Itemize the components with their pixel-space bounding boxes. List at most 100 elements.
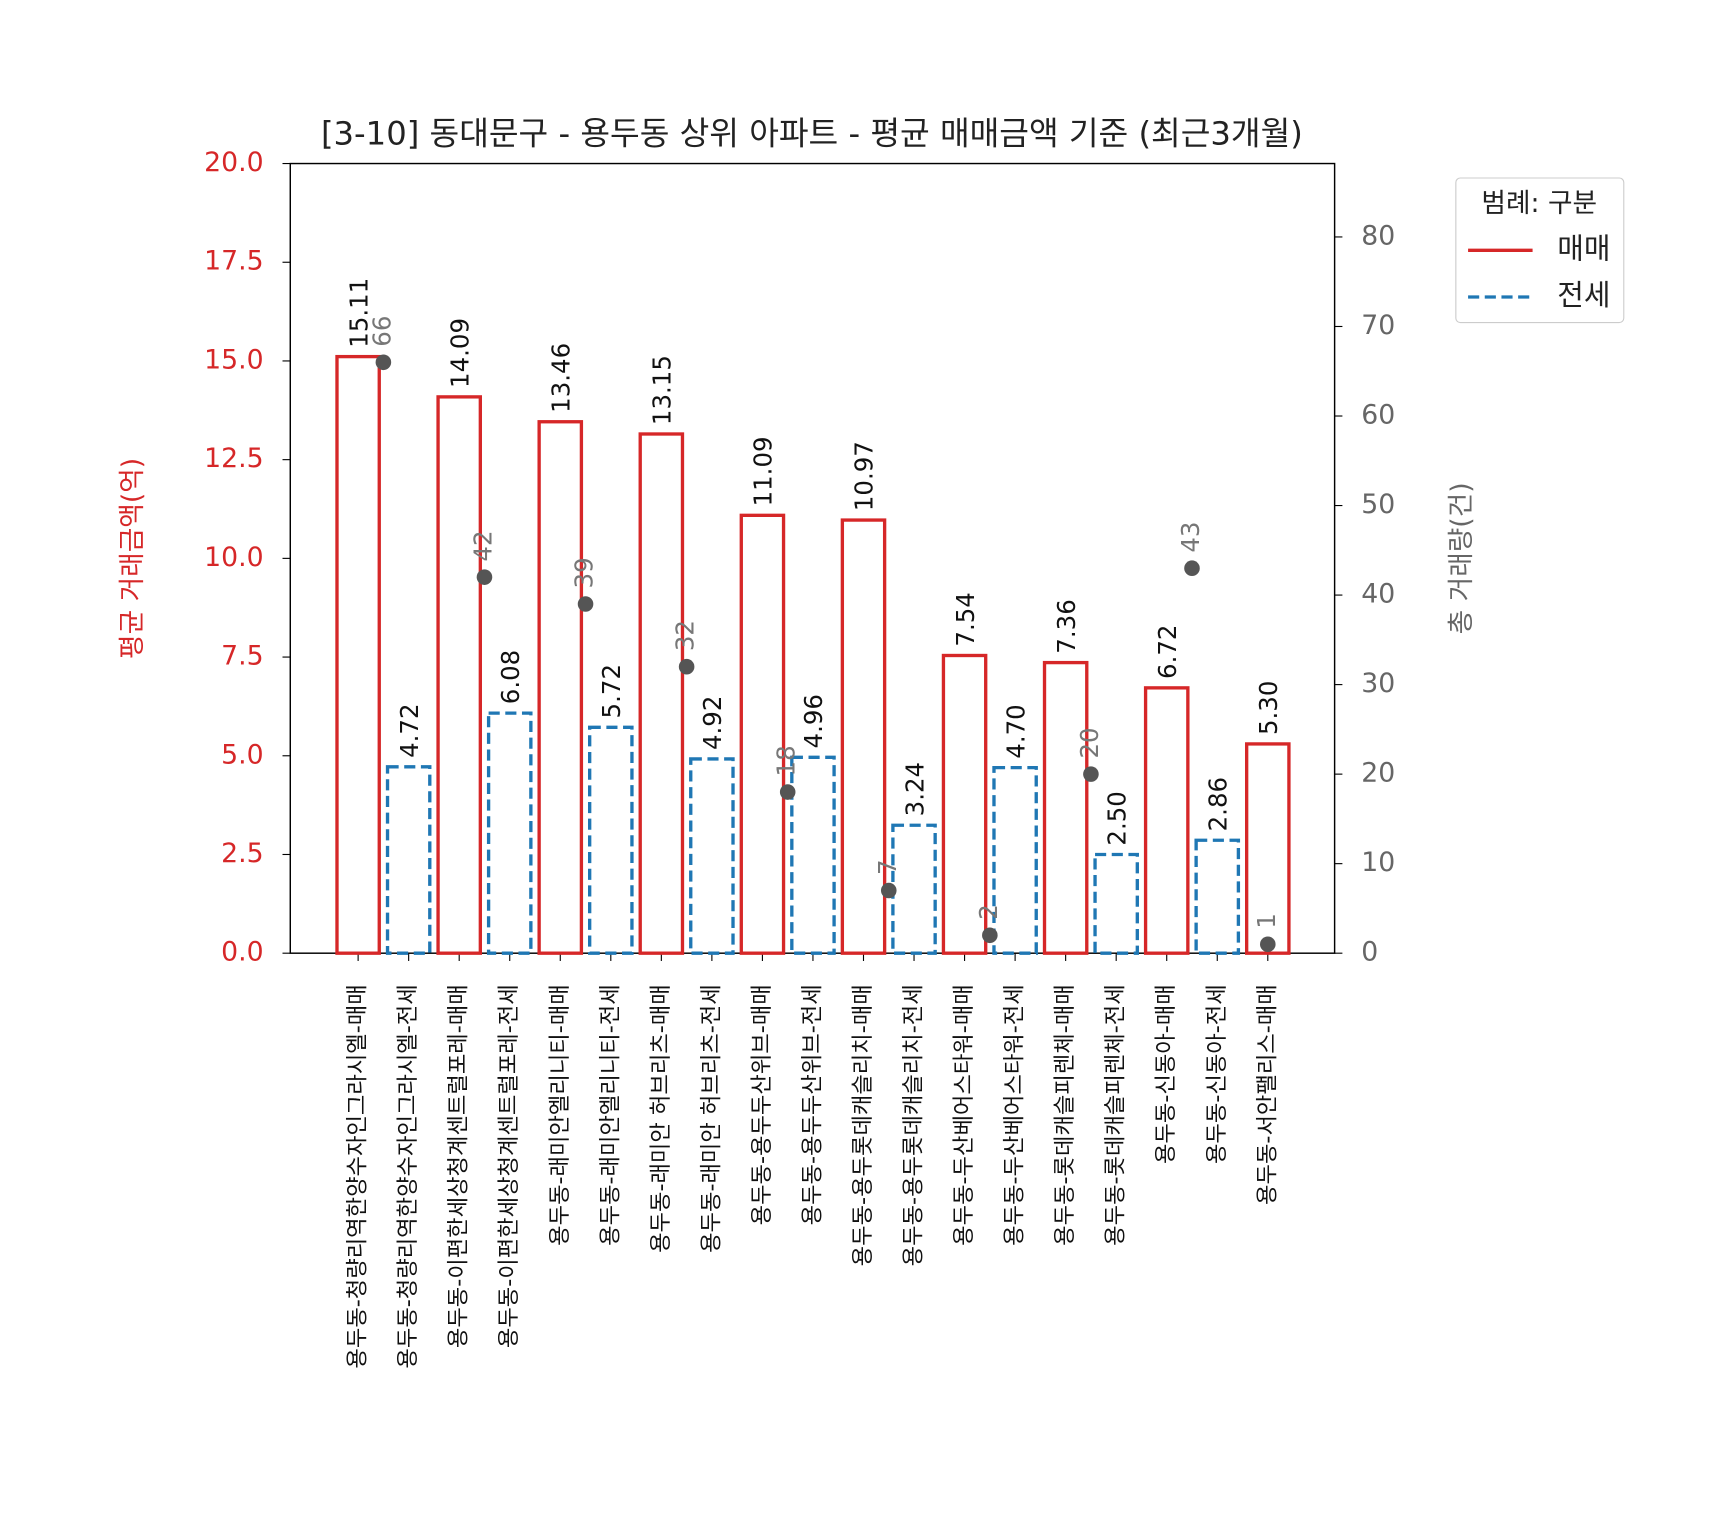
bar-value-label: 15.11	[344, 278, 373, 348]
y2-tick-label: 30	[1361, 668, 1395, 699]
y2-tick-label: 20	[1361, 758, 1395, 789]
volume-dot	[1260, 936, 1276, 953]
volume-label: 39	[570, 557, 599, 588]
bar-value-label: 4.96	[799, 694, 828, 748]
bar-value-label: 4.92	[698, 696, 727, 750]
bar-value-label: 13.46	[546, 343, 575, 413]
bar-value-label: 14.09	[445, 318, 474, 388]
volume-dot	[1184, 560, 1200, 576]
bar-value-label: 2.86	[1203, 777, 1232, 831]
y-tick-label: 0.0	[221, 937, 263, 968]
volume-dot	[375, 354, 392, 371]
x-tick-label: 용두동-용두롯데캐슬리치-전세	[901, 984, 927, 1266]
y-tick-label: 10.0	[204, 542, 263, 573]
bar	[486, 711, 533, 955]
bar-value-label: 5.72	[597, 664, 626, 718]
bar-value-label: 5.30	[1254, 681, 1283, 735]
x-tick-label: 용두동-롯데캐슬피렌체-매매	[1052, 984, 1078, 1246]
x-tick-label: 용두동-용두롯데캐슬리치-매매	[850, 984, 876, 1266]
bar	[840, 518, 887, 955]
x-tick-label: 용두동-서안팰리스-매매	[1254, 984, 1280, 1205]
bar	[537, 420, 584, 955]
volume-label: 32	[671, 620, 700, 651]
volume-label: 1	[1252, 913, 1281, 929]
x-tick-label: 용두동-신동아-전세	[1204, 984, 1230, 1164]
bar-value-label: 3.24	[900, 762, 929, 816]
y-tick-label: 2.5	[221, 838, 263, 869]
bar-value-label: 11.09	[749, 436, 778, 506]
plot-frame	[289, 162, 1336, 954]
bar	[941, 653, 988, 955]
volume-label: 43	[1176, 522, 1205, 553]
bar-value-label: 6.08	[496, 650, 525, 704]
bar	[638, 432, 685, 955]
x-tick-label: 용두동-이편한세상청계센트럴포레-매매	[446, 984, 472, 1348]
y2-tick-label: 50	[1361, 489, 1395, 520]
x-tick-label: 용두동-청량리역한양수자인그라시엘-전세	[395, 984, 421, 1368]
bar	[1194, 838, 1241, 955]
bar	[891, 823, 937, 955]
y-tick-label: 7.5	[221, 641, 263, 672]
bar-value-label: 6.72	[1153, 625, 1182, 679]
y2-tick-label: 80	[1361, 220, 1395, 251]
y-tick-label: 12.5	[204, 443, 263, 474]
chart-title: [3-10] 동대문구 - 용두동 상위 아파트 - 평균 매매금액 기준 (최…	[321, 115, 1303, 153]
volume-label: 20	[1075, 727, 1104, 758]
bar-value-label: 4.70	[1001, 704, 1030, 758]
volume-label: 66	[367, 316, 396, 347]
volume-dot	[577, 596, 594, 612]
volume-dot	[678, 658, 695, 675]
bar	[385, 765, 432, 955]
x-tick-label: 용두동-래미안 허브리츠-매매	[648, 984, 674, 1253]
y2-axis-label: 총 거래량(건)	[1446, 482, 1477, 634]
bar	[992, 765, 1038, 955]
bar	[689, 757, 735, 955]
bar-value-label: 2.50	[1102, 791, 1131, 845]
legend-title: 범례: 구분	[1481, 188, 1597, 219]
x-tick-label: 용두동-용두두산위브-전세	[799, 984, 825, 1225]
bar	[790, 755, 836, 955]
x-tick-label: 용두동-래미안 허브리츠-전세	[698, 984, 724, 1253]
bar-value-label: 13.15	[648, 355, 677, 425]
bar	[588, 725, 634, 955]
y2-tick-label: 70	[1361, 310, 1395, 341]
bar-value-label: 4.72	[395, 703, 424, 757]
y-tick-label: 15.0	[204, 344, 263, 375]
x-tick-label: 용두동-두산베어스타워-전세	[1002, 984, 1028, 1246]
x-tick-label: 용두동-래미안엘리니티-전세	[597, 984, 623, 1246]
bar-value-label: 7.36	[1052, 599, 1081, 653]
volume-label: 7	[873, 859, 902, 875]
y2-tick-label: 0	[1361, 937, 1378, 968]
x-tick-label: 용두동-롯데캐슬피렌체-전세	[1103, 984, 1129, 1246]
bar	[1244, 742, 1291, 955]
bar	[1093, 852, 1139, 955]
x-tick-label: 용두동-용두두산위브-매매	[749, 984, 775, 1225]
volume-dot	[779, 784, 796, 800]
bar	[1143, 686, 1190, 955]
bar-value-label: 10.97	[850, 441, 879, 511]
volume-label: 42	[468, 530, 497, 561]
legend-label: 전세	[1557, 278, 1610, 312]
legend-box	[1455, 177, 1625, 324]
legend-label: 매매	[1557, 231, 1610, 265]
y-axis-label: 평균 거래금액(억)	[117, 458, 148, 659]
volume-dot	[880, 882, 897, 899]
volume-dot	[476, 569, 493, 585]
volume-label: 18	[772, 745, 801, 776]
y-tick-label: 5.0	[221, 739, 263, 770]
bar	[335, 354, 381, 955]
y-tick-label: 17.5	[204, 246, 263, 277]
volume-label: 2	[974, 904, 1003, 920]
x-tick-label: 용두동-두산베어스타워-매매	[951, 984, 977, 1246]
volume-dot	[982, 927, 998, 944]
y2-tick-label: 10	[1361, 847, 1395, 878]
y-tick-label: 20.0	[204, 147, 263, 178]
x-tick-label: 용두동-청량리역한양수자인그라시엘-매매	[345, 984, 371, 1368]
x-tick-label: 용두동-래미안엘리니티-매매	[547, 984, 573, 1246]
x-tick-label: 용두동-신동아-매매	[1153, 984, 1179, 1164]
bar-value-label: 7.54	[951, 592, 980, 646]
x-tick-label: 용두동-이편한세상청계센트럴포레-전세	[496, 984, 522, 1348]
y2-tick-label: 40	[1361, 579, 1395, 610]
